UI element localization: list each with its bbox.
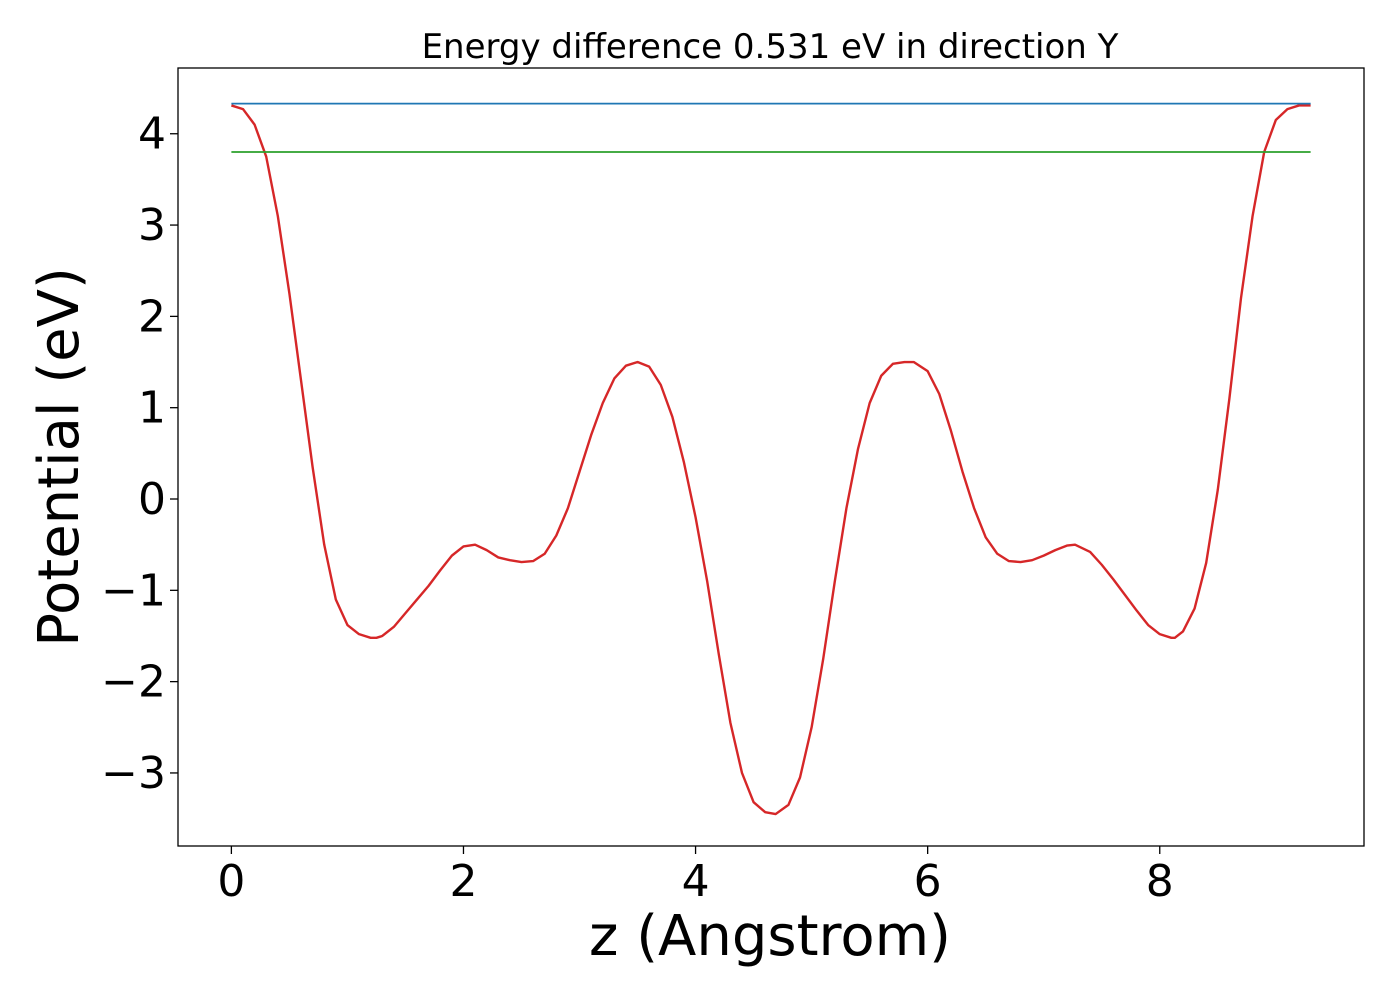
y-tick-label: −1 <box>101 565 166 616</box>
x-tick-label: 8 <box>1146 856 1174 907</box>
y-tick-label: 0 <box>138 474 166 525</box>
y-tick-label: 2 <box>138 291 166 342</box>
chart-title: Energy difference 0.531 eV in direction … <box>422 27 1119 67</box>
x-axis-label: z (Angstrom) <box>589 904 951 969</box>
y-axis-ticks: −3 −2 −1 0 1 2 3 4 <box>101 109 178 799</box>
y-axis-label: Potential (eV) <box>27 267 92 647</box>
x-tick-label: 2 <box>449 856 477 907</box>
y-tick-label: −3 <box>101 748 166 799</box>
x-tick-label: 4 <box>682 856 710 907</box>
y-tick-label: −2 <box>101 657 166 708</box>
x-tick-label: 0 <box>217 856 245 907</box>
plot-series <box>231 102 1311 816</box>
y-tick-label: 4 <box>138 109 166 160</box>
series-line-1 <box>231 104 1311 816</box>
plot-frame <box>177 67 1365 847</box>
y-tick-label: 3 <box>138 200 166 251</box>
x-tick-label: 6 <box>914 856 942 907</box>
y-tick-label: 1 <box>138 383 166 434</box>
x-axis-ticks: 0 2 4 6 8 <box>217 846 1174 907</box>
